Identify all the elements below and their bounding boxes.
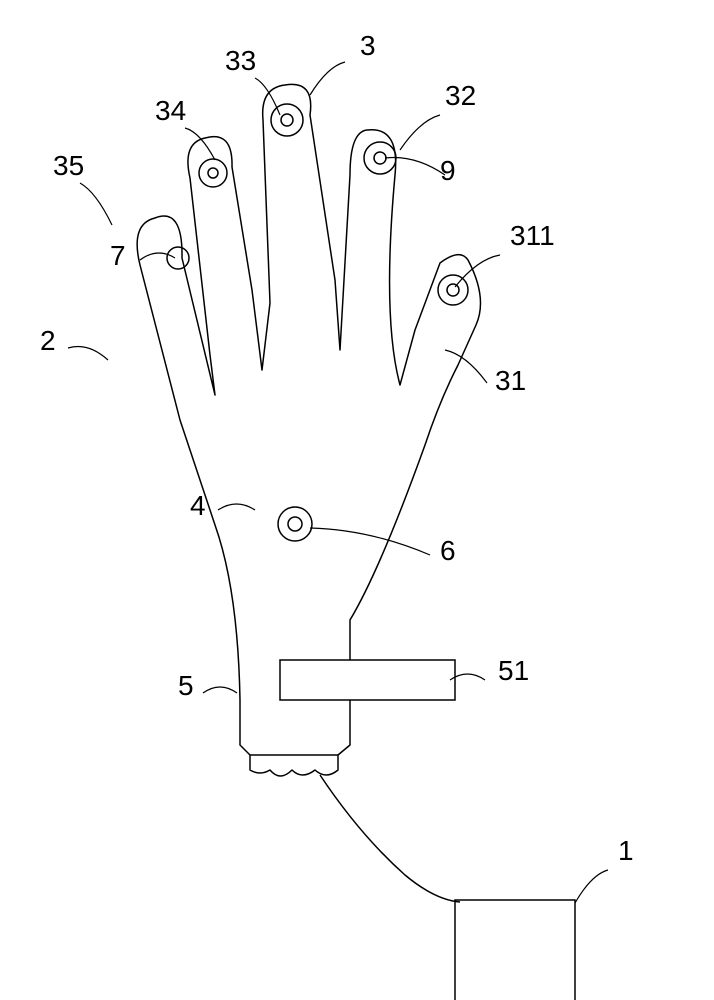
label-34: 34 [155, 95, 186, 126]
label-2: 2 [40, 325, 56, 356]
label-311: 311 [510, 220, 555, 251]
label-1: 1 [618, 835, 634, 866]
label-51: 51 [498, 655, 529, 686]
label-9: 9 [440, 155, 456, 186]
label-3: 3 [360, 30, 376, 61]
diagram-background [0, 0, 714, 1000]
label-33: 33 [225, 45, 256, 76]
glove-diagram: 33334353297311231465511 [0, 0, 714, 1000]
label-32: 32 [445, 80, 476, 111]
label-31: 31 [495, 365, 526, 396]
wrist-band [280, 660, 455, 700]
label-4: 4 [190, 490, 206, 521]
label-6: 6 [440, 535, 456, 566]
label-7: 7 [110, 240, 126, 271]
label-35: 35 [53, 150, 84, 181]
label-5: 5 [178, 670, 194, 701]
